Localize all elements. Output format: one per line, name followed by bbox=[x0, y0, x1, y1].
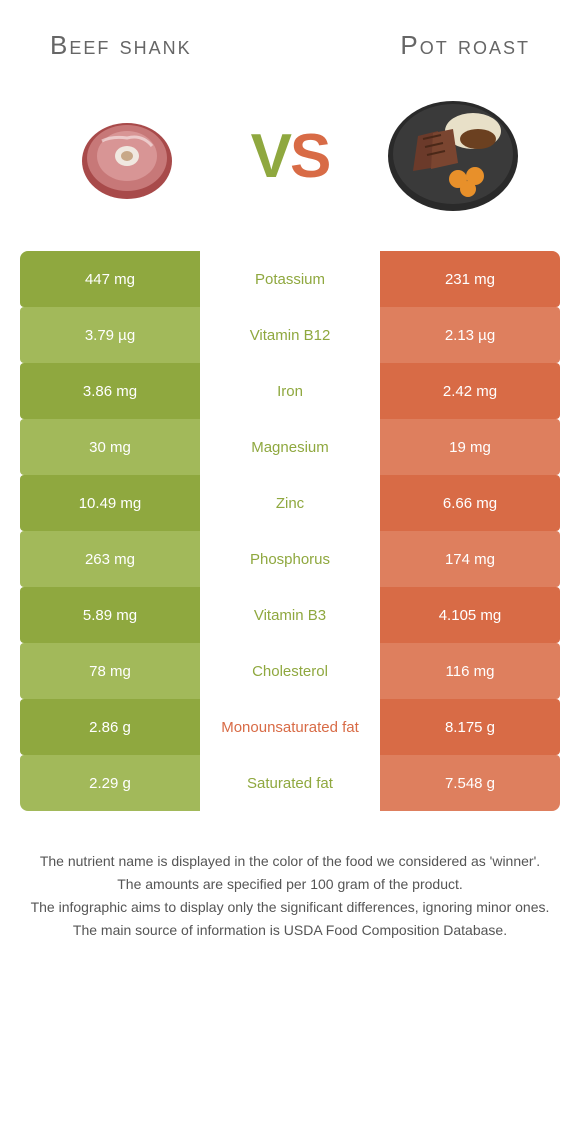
nutrient-table: 447 mgPotassium231 mg3.79 µgVitamin B122… bbox=[0, 251, 580, 811]
footer-line-4: The main source of information is USDA F… bbox=[30, 920, 550, 941]
nutrient-label: Cholesterol bbox=[200, 643, 380, 699]
right-value: 8.175 g bbox=[380, 699, 560, 755]
right-value: 6.66 mg bbox=[380, 475, 560, 531]
table-row: 2.86 gMonounsaturated fat8.175 g bbox=[20, 699, 560, 755]
nutrient-label: Iron bbox=[200, 363, 380, 419]
right-value: 231 mg bbox=[380, 251, 560, 307]
right-value: 7.548 g bbox=[380, 755, 560, 811]
left-value: 2.86 g bbox=[20, 699, 200, 755]
table-row: 447 mgPotassium231 mg bbox=[20, 251, 560, 307]
table-row: 263 mgPhosphorus174 mg bbox=[20, 531, 560, 587]
nutrient-label: Magnesium bbox=[200, 419, 380, 475]
right-value: 19 mg bbox=[380, 419, 560, 475]
images-row: VS bbox=[0, 71, 580, 251]
right-value: 2.42 mg bbox=[380, 363, 560, 419]
table-row: 5.89 mgVitamin B34.105 mg bbox=[20, 587, 560, 643]
vs-v: V bbox=[251, 122, 290, 191]
table-row: 10.49 mgZinc6.66 mg bbox=[20, 475, 560, 531]
beef-shank-image bbox=[57, 91, 197, 221]
nutrient-label: Phosphorus bbox=[200, 531, 380, 587]
nutrient-label: Monounsaturated fat bbox=[200, 699, 380, 755]
footer-line-3: The infographic aims to display only the… bbox=[30, 897, 550, 918]
left-food-title: Beef shank bbox=[50, 30, 192, 61]
vs-s: S bbox=[290, 122, 329, 191]
table-row: 2.29 gSaturated fat7.548 g bbox=[20, 755, 560, 811]
left-value: 3.86 mg bbox=[20, 363, 200, 419]
vs-label: VS bbox=[251, 121, 330, 192]
nutrient-label: Zinc bbox=[200, 475, 380, 531]
table-row: 3.79 µgVitamin B122.13 µg bbox=[20, 307, 560, 363]
left-value: 30 mg bbox=[20, 419, 200, 475]
table-row: 78 mgCholesterol116 mg bbox=[20, 643, 560, 699]
left-value: 3.79 µg bbox=[20, 307, 200, 363]
left-value: 10.49 mg bbox=[20, 475, 200, 531]
left-value: 447 mg bbox=[20, 251, 200, 307]
table-row: 30 mgMagnesium19 mg bbox=[20, 419, 560, 475]
footer-line-1: The nutrient name is displayed in the co… bbox=[30, 851, 550, 872]
nutrient-label: Potassium bbox=[200, 251, 380, 307]
nutrient-label: Saturated fat bbox=[200, 755, 380, 811]
header: Beef shank Pot roast bbox=[0, 0, 580, 71]
left-value: 5.89 mg bbox=[20, 587, 200, 643]
table-row: 3.86 mgIron2.42 mg bbox=[20, 363, 560, 419]
right-value: 2.13 µg bbox=[380, 307, 560, 363]
footer: The nutrient name is displayed in the co… bbox=[0, 811, 580, 963]
left-value: 263 mg bbox=[20, 531, 200, 587]
right-value: 4.105 mg bbox=[380, 587, 560, 643]
right-value: 174 mg bbox=[380, 531, 560, 587]
nutrient-label: Vitamin B3 bbox=[200, 587, 380, 643]
nutrient-label: Vitamin B12 bbox=[200, 307, 380, 363]
left-value: 2.29 g bbox=[20, 755, 200, 811]
footer-line-2: The amounts are specified per 100 gram o… bbox=[30, 874, 550, 895]
pot-roast-image bbox=[383, 91, 523, 221]
right-value: 116 mg bbox=[380, 643, 560, 699]
right-food-title: Pot roast bbox=[400, 30, 530, 61]
left-value: 78 mg bbox=[20, 643, 200, 699]
